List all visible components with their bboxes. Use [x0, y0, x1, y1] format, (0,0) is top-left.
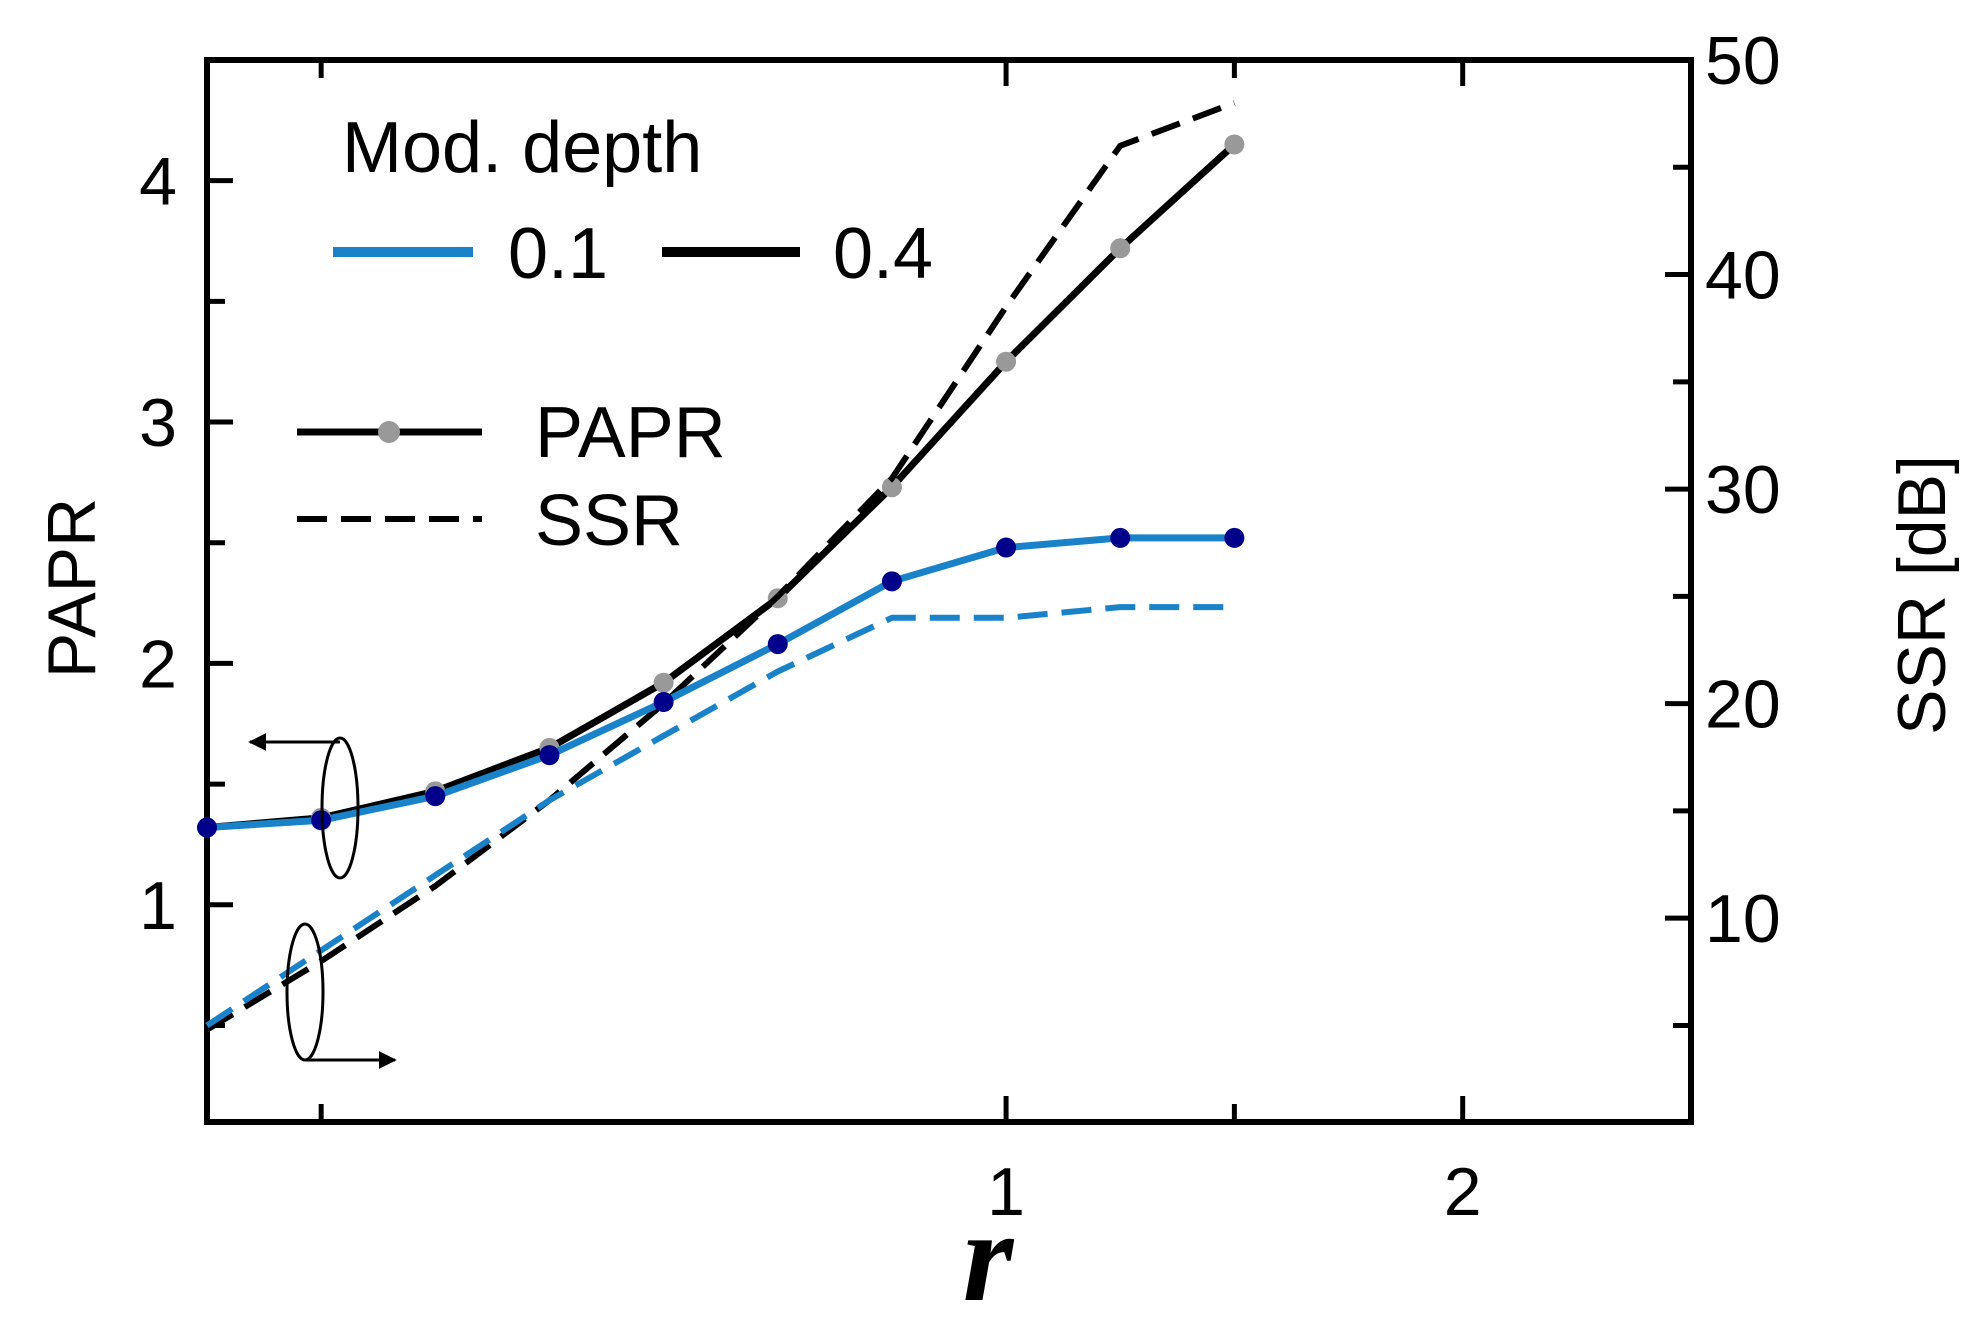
- legend-label-papr: PAPR: [535, 393, 726, 473]
- series-2-point-6: [881, 571, 902, 592]
- ssr-annotation-ellipse: [285, 922, 325, 1062]
- series-layer: [197, 100, 1245, 1033]
- legend-title: Mod. depth: [342, 108, 702, 188]
- y-left-tick-label-0: 1: [139, 868, 177, 944]
- series-2-point-0: [197, 817, 217, 838]
- series-line-2: [206, 534, 1235, 831]
- legend-label-depth-0.1: 0.1: [508, 214, 608, 294]
- series-2-point-4: [653, 692, 674, 713]
- series-0-point-6: [881, 477, 902, 498]
- y-right-tick-label-4: 50: [1705, 23, 1781, 99]
- series-2-point-5: [767, 634, 788, 655]
- plot-frame: [204, 57, 1694, 1125]
- axis-ticks: [207, 57, 1691, 1122]
- y-left-axis-title: PAPR: [34, 498, 110, 678]
- x-axis-title: r: [963, 1185, 1015, 1320]
- papr-annotation-ellipse: [320, 736, 360, 880]
- x-tick-label-1: 2: [1444, 1154, 1482, 1230]
- x-tick-label-0: 1: [987, 1154, 1025, 1230]
- legend: Mod. depth 0.1 0.4 PAPR SSR: [297, 108, 933, 561]
- series-line-1: [205, 100, 1236, 1033]
- legend-label-ssr: SSR: [535, 481, 683, 561]
- series-line-0: [206, 141, 1237, 831]
- y-right-axis-title: SSR [dB]: [1884, 455, 1960, 735]
- series-0-point-4: [653, 672, 674, 693]
- series-2-point-3: [539, 745, 560, 766]
- y-right-tick-label-1: 20: [1705, 667, 1781, 743]
- y-right-tick-label-3: 40: [1705, 238, 1781, 314]
- y-left-tick-label-2: 3: [139, 385, 177, 461]
- ssr-axis-annotation: [285, 922, 397, 1069]
- series-2-point-8: [1110, 527, 1131, 548]
- series-2-point-9: [1224, 527, 1245, 548]
- tick-labels: 1 2 1 2 3 4 10 20 30 40 50: [139, 23, 1780, 1230]
- series-0-point-8: [1110, 238, 1131, 259]
- y-right-tick-label-0: 10: [1705, 881, 1781, 957]
- y-left-tick-label-3: 4: [139, 144, 177, 220]
- papr-axis-annotation: [248, 733, 360, 880]
- series-2-point-7: [996, 537, 1017, 558]
- y-right-tick-label-2: 30: [1705, 452, 1781, 528]
- series-0-point-7: [996, 351, 1017, 372]
- y-left-tick-label-1: 2: [139, 626, 177, 702]
- series-line-3: [205, 604, 1235, 1029]
- legend-label-depth-0.4: 0.4: [833, 214, 933, 294]
- series-0-point-9: [1224, 134, 1245, 155]
- legend-marker-papr: [378, 421, 400, 443]
- series-2-point-2: [425, 786, 446, 807]
